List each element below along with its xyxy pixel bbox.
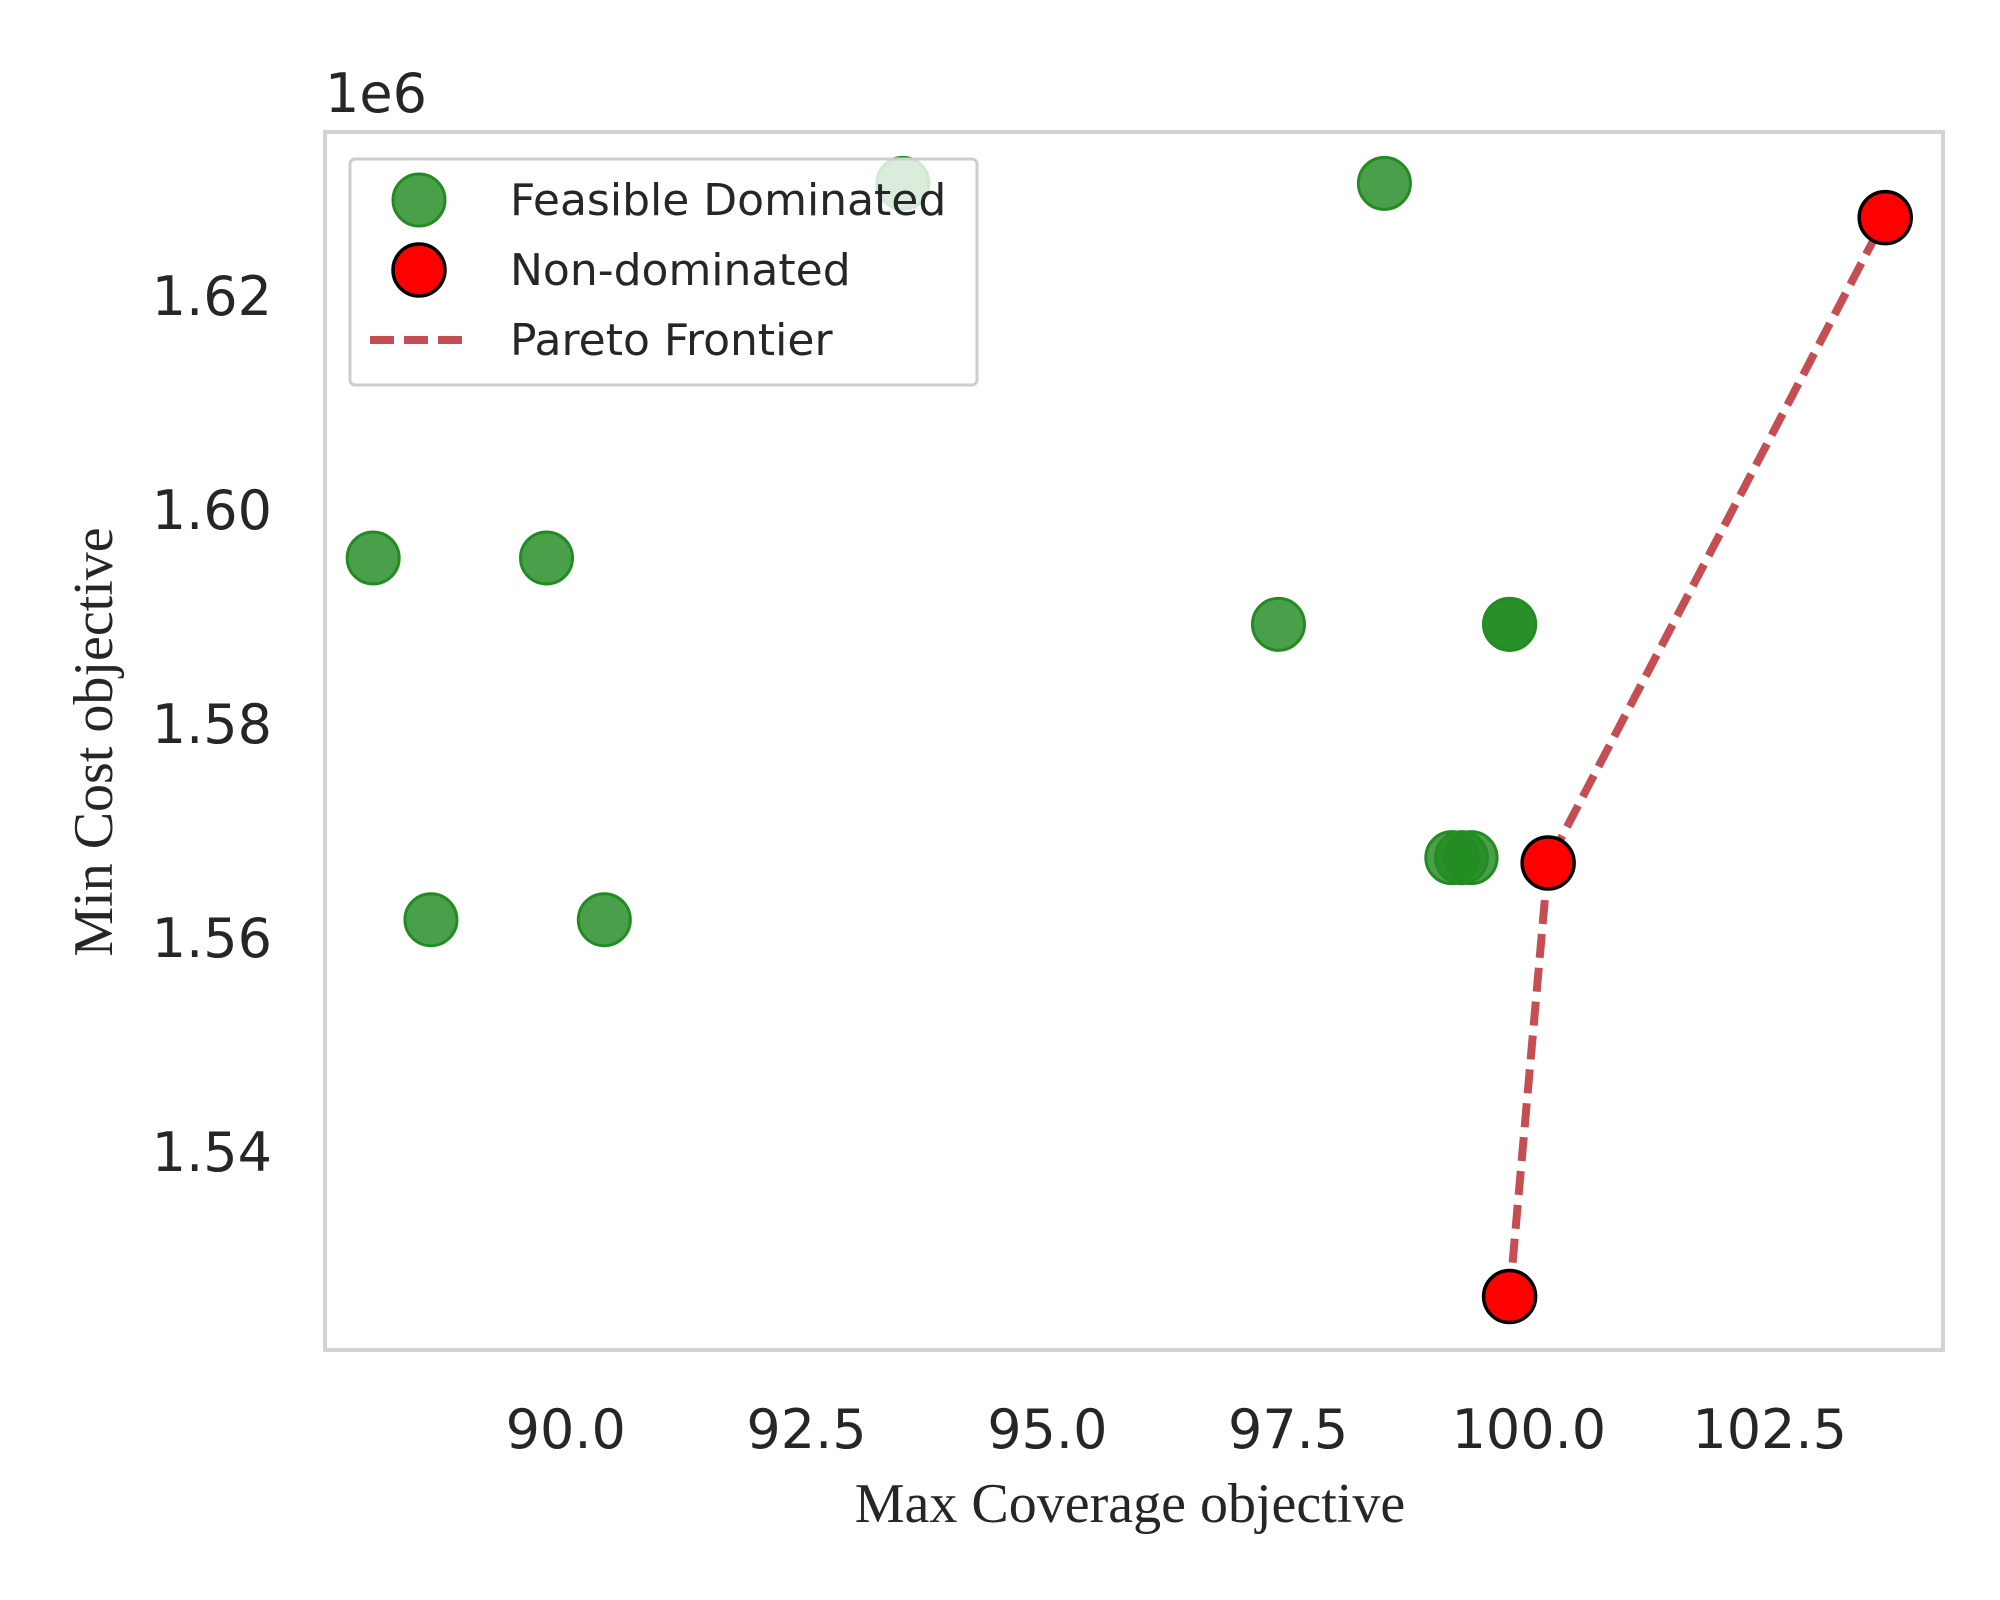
legend-label-feasible-dominated: Feasible Dominated <box>510 175 946 226</box>
legend-marker-feasible-dominated <box>391 172 447 228</box>
feasible-dominated-point <box>1356 155 1412 211</box>
feasible-dominated-point <box>345 530 401 586</box>
y-tick-label: 1.56 <box>152 907 272 970</box>
feasible-dominated-point <box>403 892 459 948</box>
x-tick-label: 95.0 <box>987 1398 1107 1461</box>
non-dominated-points <box>1481 189 1913 1325</box>
x-axis-title: Max Coverage objective <box>855 1473 1405 1535</box>
legend: Feasible Dominated Non-dominated Pareto … <box>348 157 979 387</box>
legend-marker-non-dominated <box>391 242 447 298</box>
non-dominated-point <box>1857 189 1913 246</box>
x-tick-label: 97.5 <box>1228 1398 1348 1461</box>
x-tick-label: 102.5 <box>1692 1398 1847 1461</box>
y-tick-labels: 1.54 1.56 1.58 1.60 1.62 <box>152 265 272 1184</box>
legend-box <box>348 157 979 387</box>
x-tick-label: 90.0 <box>506 1398 626 1461</box>
y-offset-label: 1e6 <box>325 62 427 125</box>
feasible-dominated-point <box>1482 596 1538 652</box>
legend-label-non-dominated: Non-dominated <box>510 245 851 296</box>
y-tick-label: 1.62 <box>152 265 272 328</box>
legend-label-pareto-frontier: Pareto Frontier <box>510 315 833 366</box>
feasible-dominated-point <box>576 892 632 948</box>
non-dominated-point <box>1481 1268 1538 1325</box>
x-tick-label: 92.5 <box>746 1398 866 1461</box>
feasible-dominated-point <box>519 530 575 586</box>
y-axis-title: Min Cost objective <box>63 527 125 956</box>
y-tick-label: 1.60 <box>152 479 272 542</box>
feasible-dominated-point <box>1250 596 1306 652</box>
non-dominated-point <box>1520 835 1576 891</box>
pareto-frontier-line <box>1505 215 1889 1297</box>
x-tick-labels: 90.0 92.5 95.0 97.5 100.0 102.5 <box>506 1398 1847 1461</box>
y-tick-label: 1.54 <box>152 1121 272 1184</box>
pareto-frontier-line-layer <box>1505 215 1889 1297</box>
y-tick-label: 1.58 <box>152 693 272 756</box>
feasible-dominated-point <box>1443 830 1499 886</box>
x-tick-label: 100.0 <box>1452 1398 1607 1461</box>
